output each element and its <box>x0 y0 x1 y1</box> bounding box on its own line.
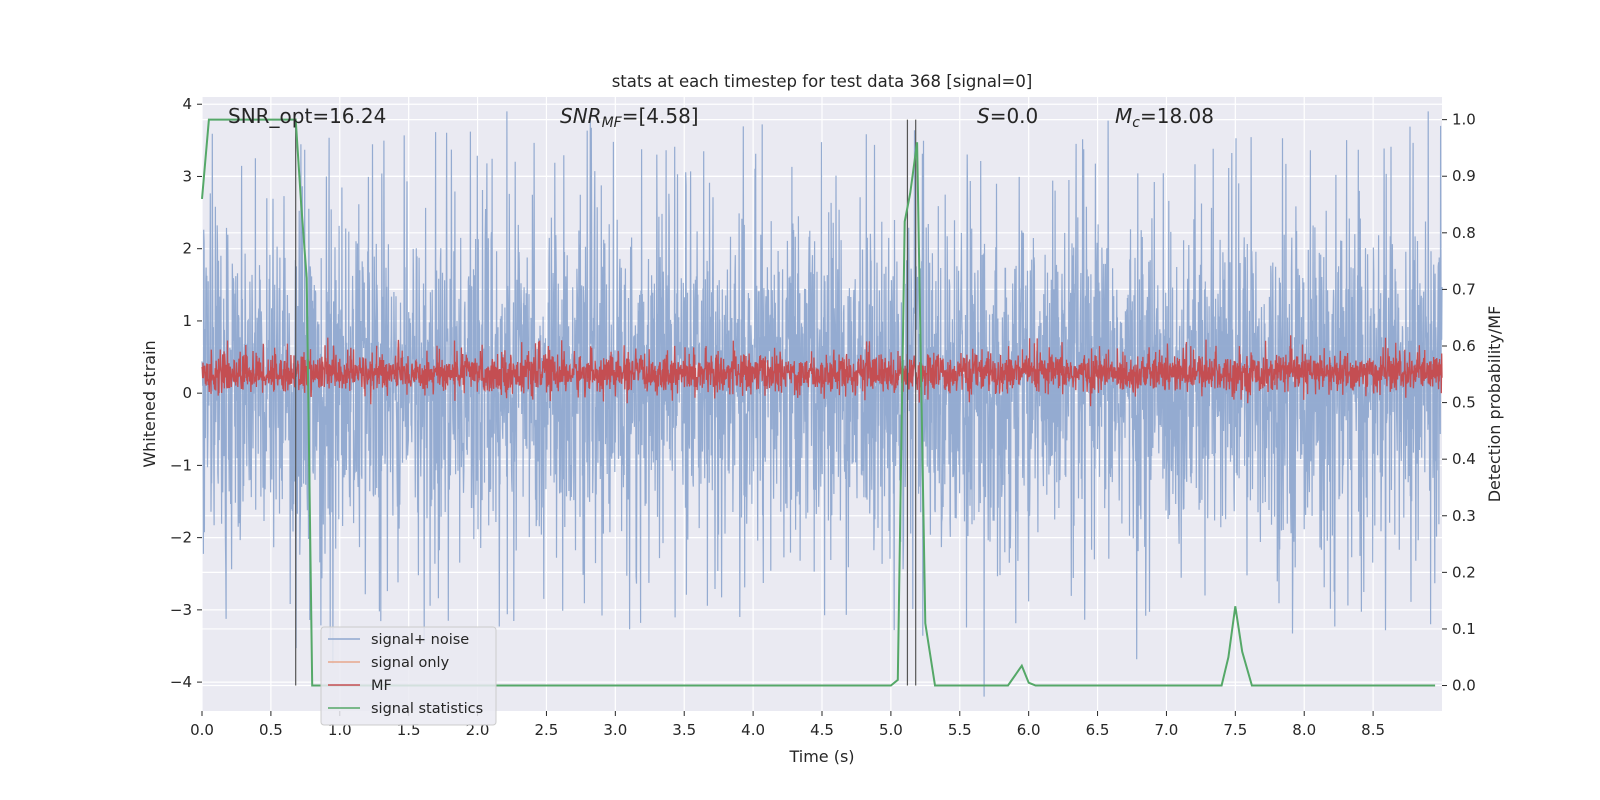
legend-box <box>320 626 497 726</box>
y2-tick-label: 0.6 <box>1452 337 1476 355</box>
y2-tick-label: 0.1 <box>1452 620 1476 638</box>
y-tick-label: 4 <box>182 95 192 113</box>
x-tick-label: 3.5 <box>672 721 696 739</box>
legend-label-signal-noise: signal+ noise <box>371 632 469 648</box>
x-tick-label: 0.0 <box>190 721 214 739</box>
x-tick-label: 2.5 <box>535 721 559 739</box>
signal-statistics-series <box>201 118 1436 687</box>
y-tick-label: −2 <box>170 529 192 547</box>
y2-tick-label: 0.4 <box>1452 450 1476 468</box>
y2-axis-label: Detection probability/MF <box>1485 306 1504 503</box>
x-tick-label: 6.5 <box>1086 721 1110 739</box>
y2-tick-label: 0.5 <box>1452 394 1476 412</box>
y-tick-label: −4 <box>170 673 192 691</box>
signal-noise-series <box>201 111 1443 697</box>
x-tick-label: 4.5 <box>810 721 834 739</box>
y2-tick-label: 0.3 <box>1452 507 1476 525</box>
legend-label-mf: MF <box>371 678 392 694</box>
y2-tick-label: 0.7 <box>1452 280 1476 298</box>
snr-mf-annotation: SNRMF=[4.58] <box>560 104 699 131</box>
snr-opt-annotation: SNR_opt=16.24 <box>228 104 386 128</box>
y-tick-label: −3 <box>170 601 192 619</box>
y2-tick-label: 0.2 <box>1452 563 1476 581</box>
x-axis-label: Time (s) <box>788 747 854 766</box>
x-tick-label: 3.0 <box>603 721 627 739</box>
y-tick-label: 1 <box>182 312 192 330</box>
y-tick-label: 0 <box>182 384 192 402</box>
x-tick-label: 6.0 <box>1017 721 1041 739</box>
y2-tick-label: 0.0 <box>1452 677 1476 695</box>
y-tick-label: 2 <box>182 240 192 258</box>
y2-tick-label: 0.9 <box>1452 167 1476 185</box>
x-tick-label: 0.5 <box>259 721 283 739</box>
signal-statistics-line <box>201 118 1436 687</box>
legend-label-signal-statistics: signal statistics <box>371 701 483 717</box>
y-tick-label: 3 <box>182 167 192 185</box>
x-tick-label: 5.5 <box>948 721 972 739</box>
x-tick-label: 7.0 <box>1155 721 1179 739</box>
s-annotation: S=0.0 <box>977 104 1038 128</box>
mc-annotation: Mc=18.08 <box>1115 104 1214 131</box>
x-tick-label: 5.0 <box>879 721 903 739</box>
x-tick-label: 7.5 <box>1223 721 1247 739</box>
legend-label-signal-only: signal only <box>371 655 450 671</box>
x-tick-label: 8.5 <box>1361 721 1385 739</box>
mf-series <box>201 335 1443 407</box>
x-tick-label: 8.0 <box>1292 721 1316 739</box>
y-tick-label: −1 <box>170 456 192 474</box>
signal-noise-line <box>201 111 1443 697</box>
axes: 0.0 0.5 1.0 1.5 2.0 2.5 3.0 3.5 4.0 4.5 5.0 5.5 6.0 6… <box>170 95 1476 739</box>
x-tick-label: 4.0 <box>741 721 765 739</box>
y2-tick-label: 0.8 <box>1452 224 1476 242</box>
y-axis-label: Whitened strain <box>140 340 159 467</box>
mf-line <box>201 335 1443 407</box>
chart-title: stats at each timestep for test data 368… <box>612 72 1033 91</box>
y2-tick-label: 1.0 <box>1452 111 1476 129</box>
legend: signal+ noise signal only MF signal stat… <box>320 626 497 726</box>
marker-lines <box>295 119 917 686</box>
